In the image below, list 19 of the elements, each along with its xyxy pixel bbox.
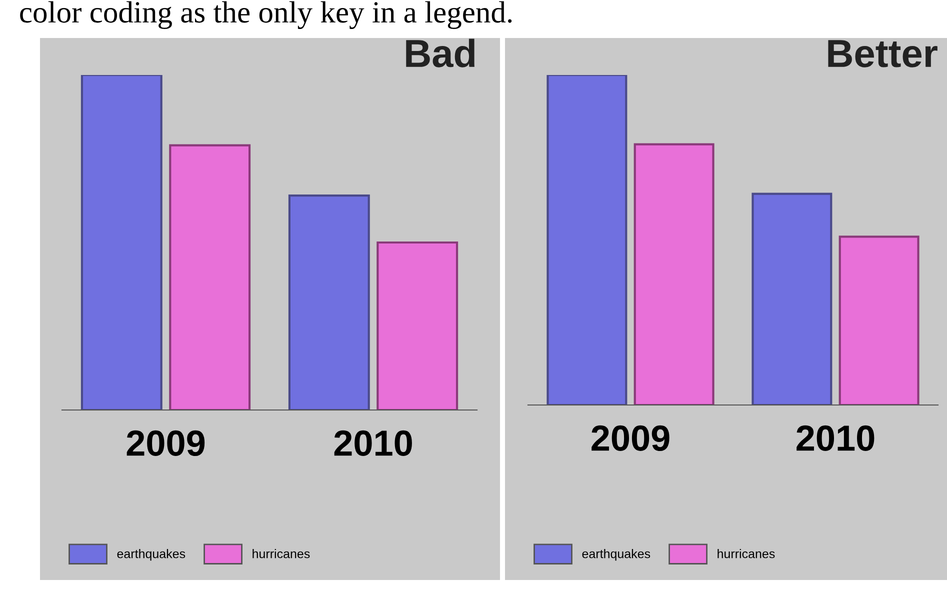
- legend-label: hurricanes: [718, 549, 775, 558]
- legend-label: earthquakes: [582, 549, 650, 561]
- bar: [546, 75, 628, 405]
- legend-label: earthquakes: [117, 549, 186, 561]
- bar: [288, 194, 370, 410]
- bar: [634, 143, 714, 405]
- bar: [80, 75, 162, 410]
- bar: [752, 192, 832, 405]
- chart-title: Better: [828, 40, 938, 68]
- text: color coding as the only key in a legend.: [20, 1, 512, 29]
- bar: [376, 241, 458, 410]
- x-tick-label: 2009: [126, 430, 205, 456]
- chart-title: Bad: [406, 38, 474, 68]
- x-tick-label: 2010: [334, 430, 412, 456]
- x-tick-label: 2009: [592, 425, 670, 451]
- legend-label: hurricanes: [252, 549, 310, 558]
- bar: [838, 236, 920, 405]
- bar: [169, 144, 251, 410]
- x-tick-label: 2010: [796, 425, 874, 451]
